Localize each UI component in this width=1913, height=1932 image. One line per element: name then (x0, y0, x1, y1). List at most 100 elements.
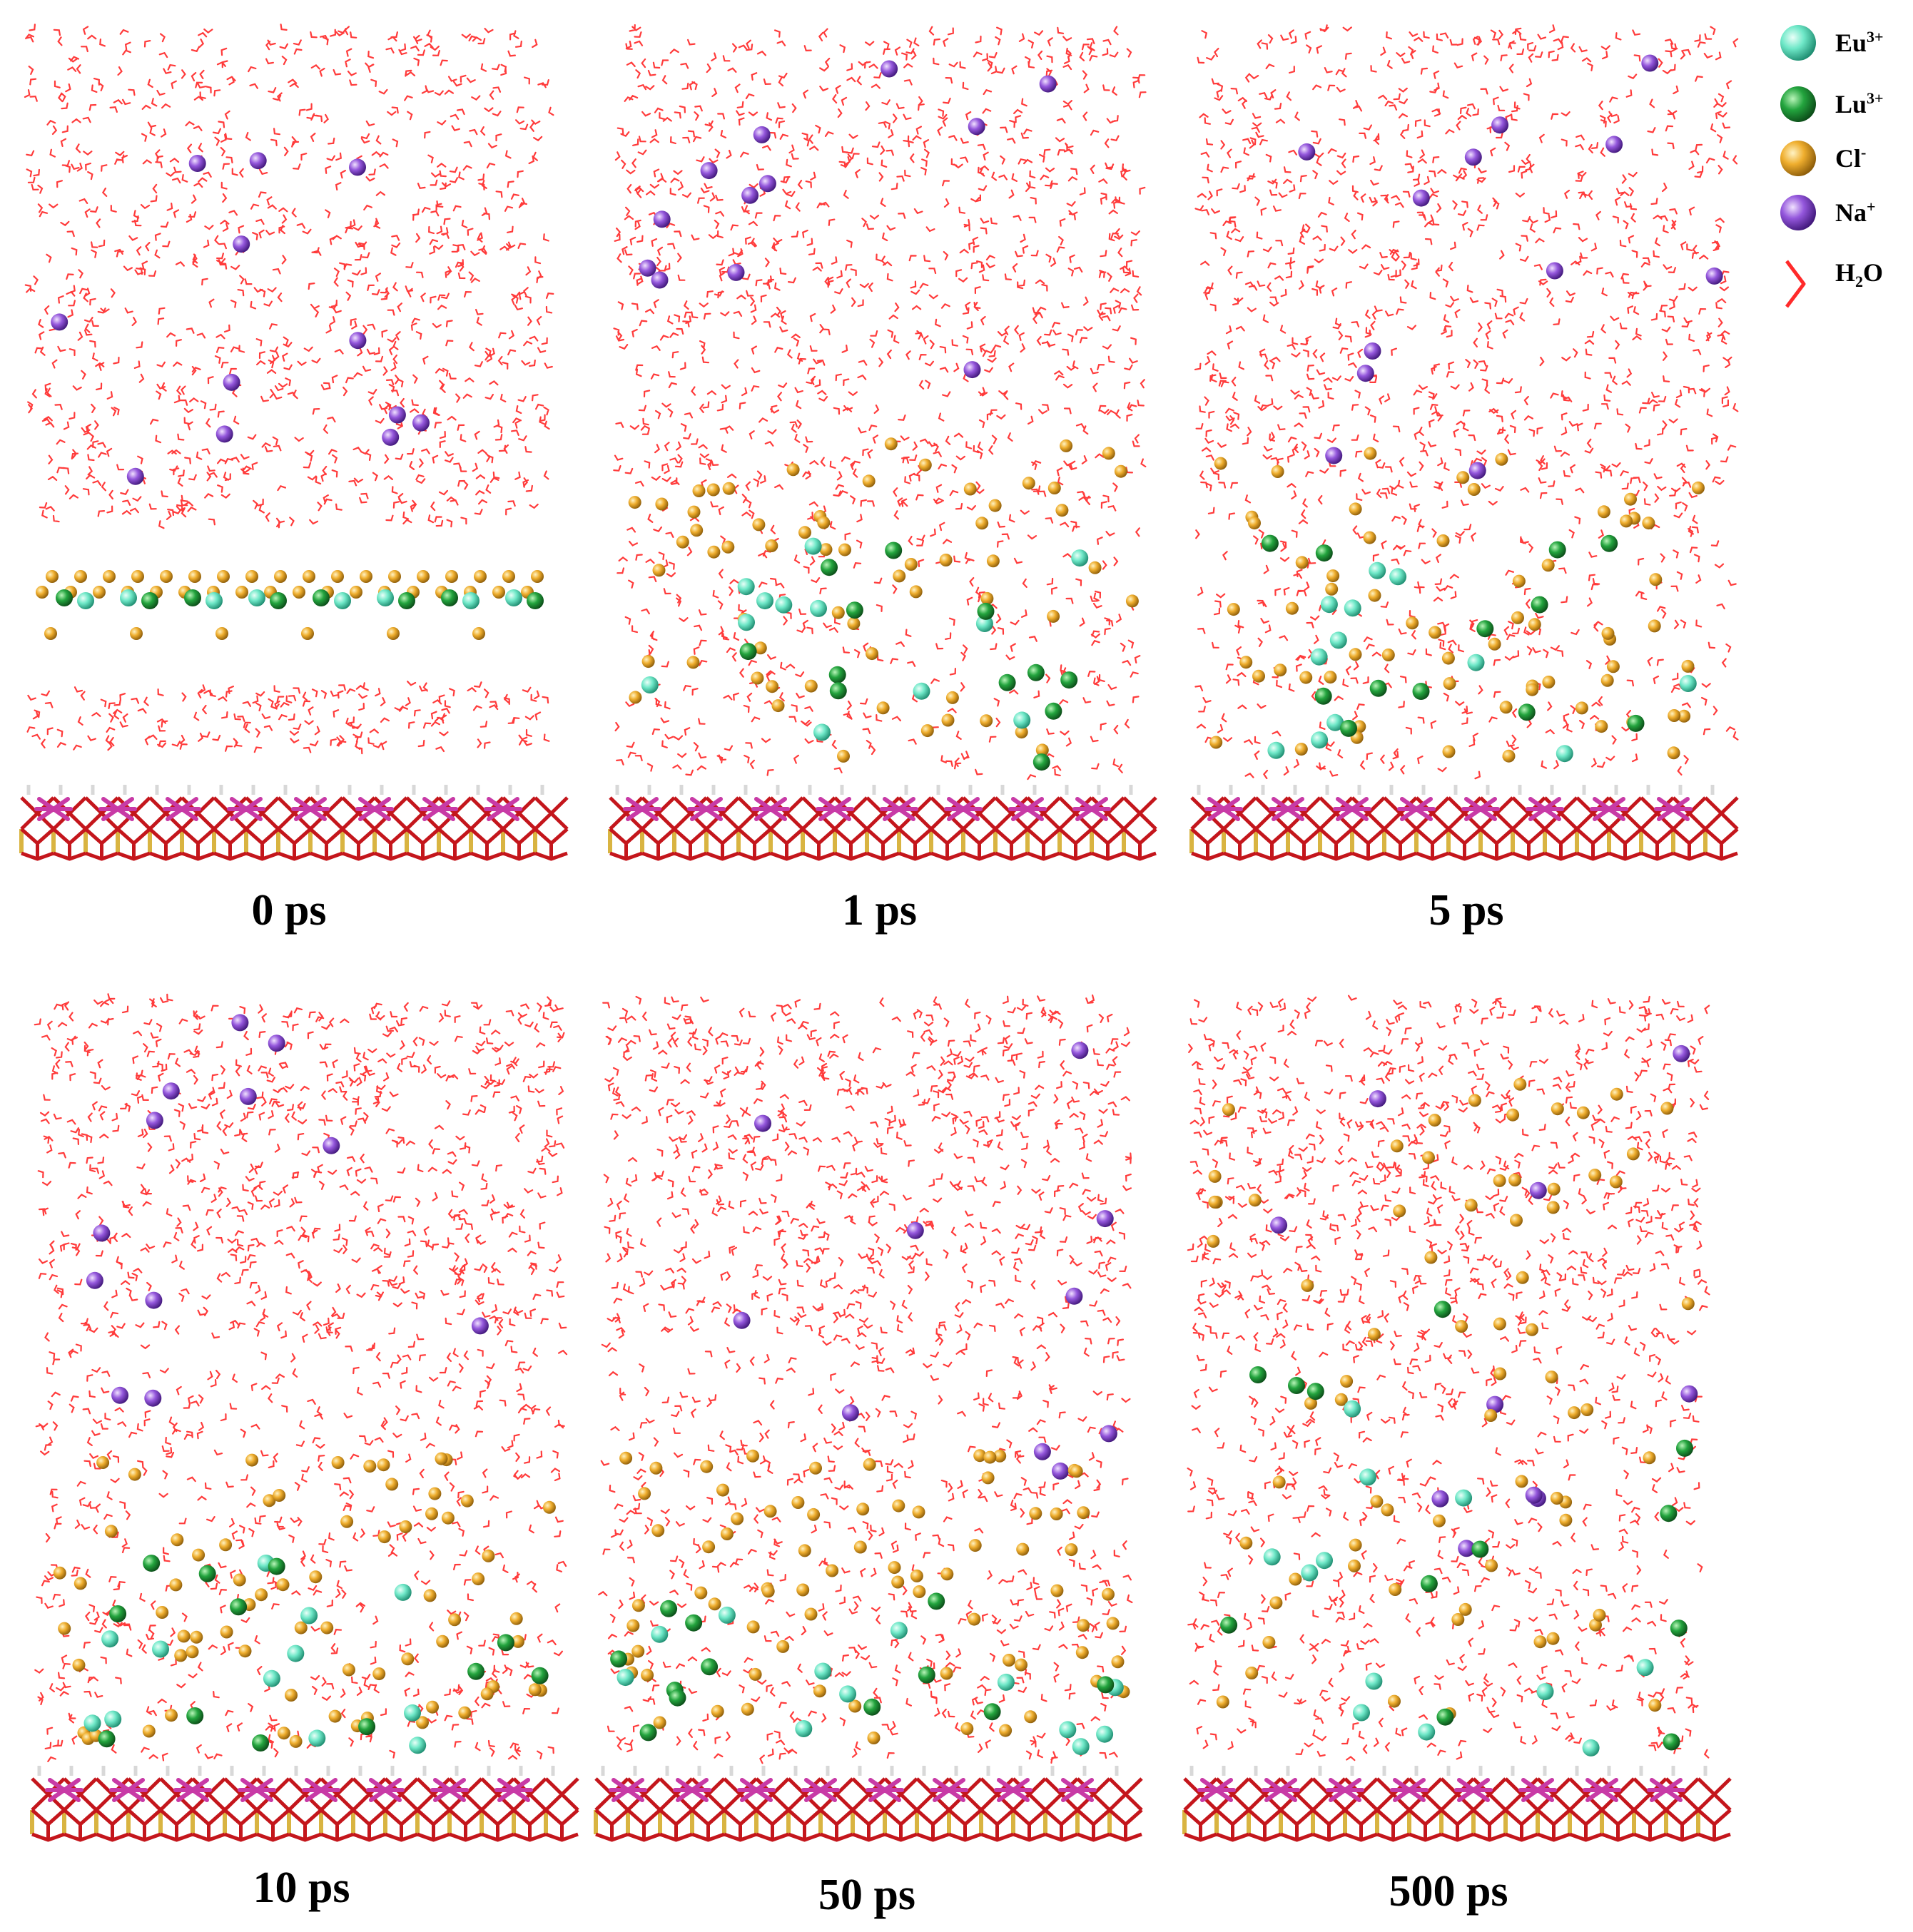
cl-ion (436, 1634, 450, 1648)
cl-ion (303, 570, 315, 583)
cl-ion (1606, 660, 1620, 673)
lu-ion (846, 601, 863, 619)
cl-ion (913, 1585, 926, 1598)
lu-ion (1369, 679, 1387, 697)
cl-ion (372, 1667, 386, 1681)
cl-ion (1389, 1583, 1402, 1596)
cl-ion (892, 1499, 905, 1512)
cl-ion (1324, 671, 1337, 684)
lu-ion (739, 643, 757, 661)
cl-ion (342, 1663, 355, 1677)
cl-ion (160, 570, 173, 583)
cl-ion (804, 679, 818, 693)
cl-ion (826, 1564, 839, 1577)
na-ion (223, 373, 240, 391)
cl-ion (1102, 447, 1115, 460)
cl-ion (867, 1732, 881, 1744)
na-ion (1641, 54, 1659, 72)
na-ion (733, 1311, 751, 1329)
lu-ion (1315, 544, 1333, 562)
cl-ion (641, 655, 655, 668)
cl-ion (245, 570, 258, 583)
cl-ion (641, 1668, 654, 1682)
cl-ion (1289, 1572, 1302, 1586)
cl-ion (171, 1533, 184, 1547)
lu-ion (1531, 596, 1548, 614)
cl-ion (425, 1507, 438, 1520)
cl-ion (876, 701, 890, 715)
cl-ion (988, 499, 1002, 512)
cl-ion (798, 1544, 811, 1557)
na-ion (1096, 1210, 1114, 1228)
cl-ion (238, 1644, 252, 1658)
eu-ion (651, 1625, 669, 1643)
cl-ion (1542, 676, 1556, 688)
cl-ion (702, 1540, 716, 1554)
lu-ion (497, 1634, 514, 1652)
cl-ion (884, 437, 898, 451)
cl-ion (1349, 648, 1362, 661)
lu-ion (1476, 620, 1494, 638)
eu-sphere-icon (1780, 25, 1816, 61)
cl-ion (174, 1649, 188, 1662)
water-stick-icon (1785, 260, 1806, 308)
cl-ion (1239, 656, 1253, 669)
cl-ion (706, 483, 720, 497)
cl-ion (804, 1607, 818, 1621)
cl-ion (235, 586, 248, 599)
eu-ion (334, 592, 351, 609)
cl-ion (1575, 701, 1588, 715)
cl-ion (628, 496, 641, 509)
lu-ion (1471, 1540, 1489, 1558)
cl-ion (1493, 1317, 1506, 1331)
lu-ion (983, 1703, 1001, 1721)
na-ion (1491, 116, 1509, 134)
cl-ion (1511, 611, 1524, 624)
eu-ion (1679, 675, 1697, 692)
cl-ion (863, 1458, 876, 1471)
eu-ion (1344, 1400, 1361, 1418)
eu-ion (775, 596, 793, 614)
lu-ion (1249, 1366, 1267, 1383)
eu-ion (641, 676, 659, 693)
cl-ion (1274, 664, 1287, 677)
cl-ion (1576, 1106, 1590, 1119)
cl-ion (687, 505, 701, 519)
na-ion (1468, 462, 1486, 479)
cl-ion (36, 586, 49, 599)
lu-ion (198, 1565, 216, 1582)
cl-ion (771, 699, 785, 713)
cl-ion (862, 474, 876, 488)
cl-ion (1348, 1559, 1361, 1572)
cl-ion (130, 627, 143, 640)
cl-ion (753, 641, 767, 655)
cl-ion (192, 1548, 205, 1562)
cl-ion (1510, 1214, 1523, 1227)
cl-ion (188, 570, 201, 583)
legend-item-eu: Eu3+ (1777, 21, 1912, 64)
cl-ion (1551, 1102, 1564, 1116)
snapshot-panel-3 (30, 993, 579, 1842)
cl-ion (968, 1612, 981, 1626)
lu-ion (685, 1614, 703, 1632)
cl-ion (301, 627, 314, 640)
cl-ion (1222, 1103, 1235, 1117)
cl-ion (721, 540, 735, 554)
lu-ion (1060, 671, 1078, 689)
lu-ion (863, 1698, 881, 1716)
cl-ion (912, 1505, 925, 1519)
cl-ion (1516, 1271, 1529, 1284)
na-ion (653, 210, 671, 228)
mineral-substrate (608, 785, 1157, 861)
na-ion (651, 271, 669, 289)
lu-ion (527, 592, 544, 609)
na-ion (1071, 1042, 1089, 1059)
cl-ion (1668, 709, 1681, 722)
cl-ion (1272, 1475, 1286, 1489)
cl-ion (856, 1503, 870, 1516)
cl-ion (1106, 1617, 1120, 1630)
cl-ion (1245, 1667, 1259, 1679)
eu-ion (756, 592, 773, 610)
legend-label-cl: Cl- (1835, 143, 1867, 173)
